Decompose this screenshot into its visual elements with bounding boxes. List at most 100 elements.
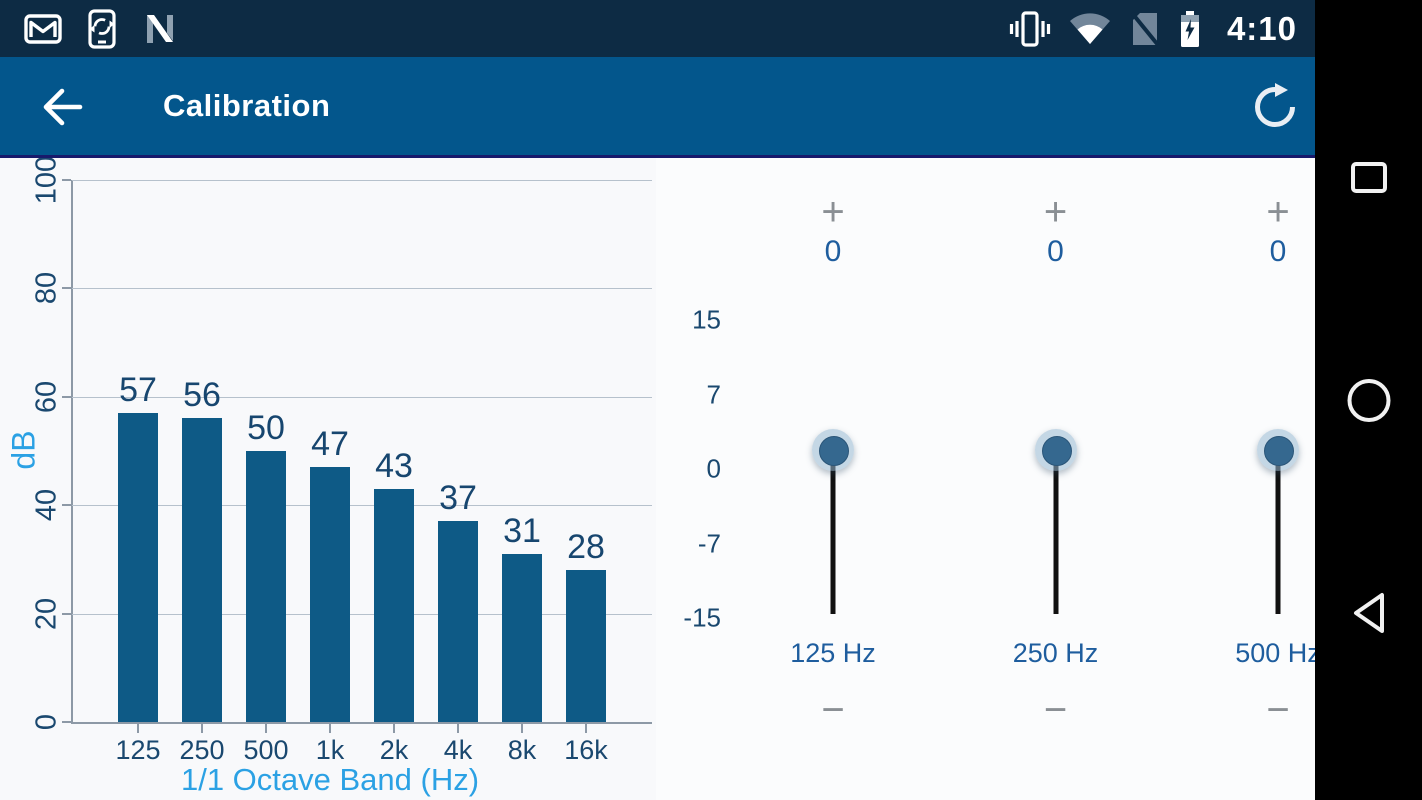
recents-button[interactable] bbox=[1350, 162, 1387, 193]
chart-bar-8k bbox=[502, 553, 542, 722]
home-button[interactable] bbox=[1347, 379, 1390, 422]
clock: 4:10 bbox=[1226, 9, 1297, 47]
chart-bar-value-125: 57 bbox=[119, 371, 157, 410]
eq-scale-label--15: -15 bbox=[683, 602, 721, 633]
chart-x-tick-label-1k: 1k bbox=[315, 735, 345, 765]
chart-bar-4k bbox=[438, 521, 478, 722]
chart-bar-125 bbox=[118, 413, 158, 722]
chart-x-axis-title: 1/1 Octave Band (Hz) bbox=[180, 762, 480, 797]
back-button[interactable] bbox=[38, 83, 86, 131]
chart-y-tick-80 bbox=[62, 287, 71, 290]
eq-slider-track-250-hz[interactable] bbox=[1053, 450, 1058, 614]
eq-slider-thumb-250-hz[interactable] bbox=[1034, 429, 1077, 471]
chart-bar-value-8k: 31 bbox=[503, 511, 541, 550]
chart-x-tick-label-2k: 2k bbox=[379, 735, 409, 765]
chart-x-tick-4k bbox=[457, 724, 459, 733]
decrease-button-125-hz[interactable]: − bbox=[821, 688, 845, 732]
eq-slider-track-500-hz[interactable] bbox=[1275, 450, 1281, 614]
wifi-icon bbox=[1069, 12, 1110, 44]
eq-scale-label-15: 15 bbox=[692, 304, 721, 335]
chart-gridline-60 bbox=[72, 396, 652, 398]
eq-scale-label-7: 7 bbox=[706, 379, 721, 409]
chart-y-tick-label-20: 20 bbox=[30, 597, 63, 630]
app-bar: Calibration bbox=[0, 57, 1315, 158]
chart-x-tick-500 bbox=[265, 724, 267, 733]
chart-x-tick-1k bbox=[329, 724, 331, 733]
increase-button-250-hz[interactable]: + bbox=[1043, 190, 1068, 234]
chart-bar-16k bbox=[566, 570, 606, 722]
chart-bar-value-1k: 47 bbox=[311, 425, 349, 464]
increase-button-125-hz[interactable]: + bbox=[821, 190, 845, 234]
chart-y-tick-20 bbox=[62, 612, 71, 615]
chart-x-tick-label-500: 500 bbox=[243, 735, 289, 765]
nav-back-triangle-icon bbox=[1353, 593, 1384, 633]
chart-y-axis-line bbox=[71, 180, 73, 724]
eq-slider-thumb-500-hz[interactable] bbox=[1257, 429, 1299, 471]
page-title: Calibration bbox=[163, 88, 331, 123]
chart-bar-value-4k: 37 bbox=[439, 479, 477, 518]
chart-y-tick-100 bbox=[62, 179, 71, 181]
no-sim-icon bbox=[1130, 11, 1160, 46]
chart-x-tick-8k bbox=[521, 724, 523, 733]
increase-button-500-hz[interactable]: + bbox=[1266, 190, 1290, 234]
vibrate-icon bbox=[1009, 10, 1051, 47]
chart-bar-2k bbox=[374, 488, 414, 722]
eq-value-250-hz: 0 bbox=[1047, 235, 1064, 268]
eq-slider-thumb-125-hz[interactable] bbox=[812, 429, 854, 471]
chart-bar-value-16k: 28 bbox=[567, 528, 605, 567]
gmail-icon bbox=[24, 13, 62, 44]
eq-value-500-hz: 0 bbox=[1269, 235, 1287, 268]
android-n-icon bbox=[147, 14, 173, 43]
equalizer-panel: 15 7 0 -7 -15 +0 125 Hz − +0 250 Hz − +0 500 Hz − bbox=[656, 158, 1315, 800]
chart-y-tick-label-0: 0 bbox=[30, 713, 63, 731]
chart-y-tick-label-60: 60 bbox=[30, 380, 63, 413]
battery-charging-icon bbox=[1180, 10, 1199, 47]
chart-x-tick-label-8k: 8k bbox=[507, 735, 537, 765]
chart-x-tick-16k bbox=[585, 724, 587, 733]
chart-bar-value-250: 56 bbox=[183, 376, 221, 415]
status-bar-left-icons bbox=[24, 8, 178, 49]
chart-gridline-40 bbox=[72, 505, 652, 507]
refresh-icon bbox=[1255, 83, 1295, 127]
chart-bar-500 bbox=[246, 451, 286, 722]
decrease-button-500-hz[interactable]: − bbox=[1266, 688, 1290, 732]
chart-bar-250 bbox=[182, 418, 222, 722]
refresh-button[interactable] bbox=[1251, 83, 1299, 131]
chart-gridline-20 bbox=[72, 613, 652, 615]
eq-scale-label--7: -7 bbox=[697, 528, 721, 558]
chart-bar-value-2k: 43 bbox=[375, 446, 413, 485]
eq-band-label-125-hz: 125 Hz bbox=[790, 638, 876, 668]
chart-gridline-100 bbox=[72, 180, 652, 181]
chart-x-tick-2k bbox=[393, 724, 395, 733]
chart-y-tick-0 bbox=[62, 721, 71, 723]
chart-y-axis-title: dB bbox=[5, 430, 42, 470]
eq-value-125-hz: 0 bbox=[824, 235, 842, 268]
chart-x-tick-125 bbox=[137, 724, 139, 733]
chart-x-tick-label-250: 250 bbox=[179, 735, 225, 765]
chart-x-tick-250 bbox=[201, 724, 203, 733]
chart-x-tick-label-125: 125 bbox=[115, 735, 161, 765]
chart-x-tick-label-4k: 4k bbox=[443, 735, 473, 765]
chart-y-tick-40 bbox=[62, 504, 71, 507]
navigation-bar bbox=[1315, 0, 1422, 800]
eq-band-label-250-hz: 250 Hz bbox=[1012, 638, 1099, 668]
status-bar-right-icons: 4:10 bbox=[1009, 10, 1297, 48]
chart-gridline-80 bbox=[72, 288, 652, 290]
nav-back-button[interactable] bbox=[1349, 590, 1389, 636]
chart-y-tick-label-100: 100 bbox=[30, 158, 63, 205]
status-bar: 4:10 bbox=[0, 0, 1315, 57]
eq-scale-label-0: 0 bbox=[706, 453, 721, 484]
chart-bar-1k bbox=[310, 467, 350, 722]
chart-x-axis-line bbox=[71, 722, 652, 724]
chart-bar-value-500: 50 bbox=[247, 409, 285, 447]
chart-y-tick-label-80: 80 bbox=[30, 272, 63, 305]
eq-band-label-500-hz: 500 Hz bbox=[1235, 638, 1315, 668]
back-arrow-icon bbox=[43, 88, 83, 126]
calibration-chart: dB 1/1 Octave Band (Hz) 0 20 40 60 80 100 57 12… bbox=[0, 158, 656, 800]
phone-sync-icon bbox=[88, 8, 116, 49]
eq-slider-track-125-hz[interactable] bbox=[830, 450, 836, 614]
chart-y-tick-60 bbox=[62, 395, 71, 398]
chart-y-tick-label-40: 40 bbox=[30, 489, 63, 522]
decrease-button-250-hz[interactable]: − bbox=[1043, 688, 1068, 732]
